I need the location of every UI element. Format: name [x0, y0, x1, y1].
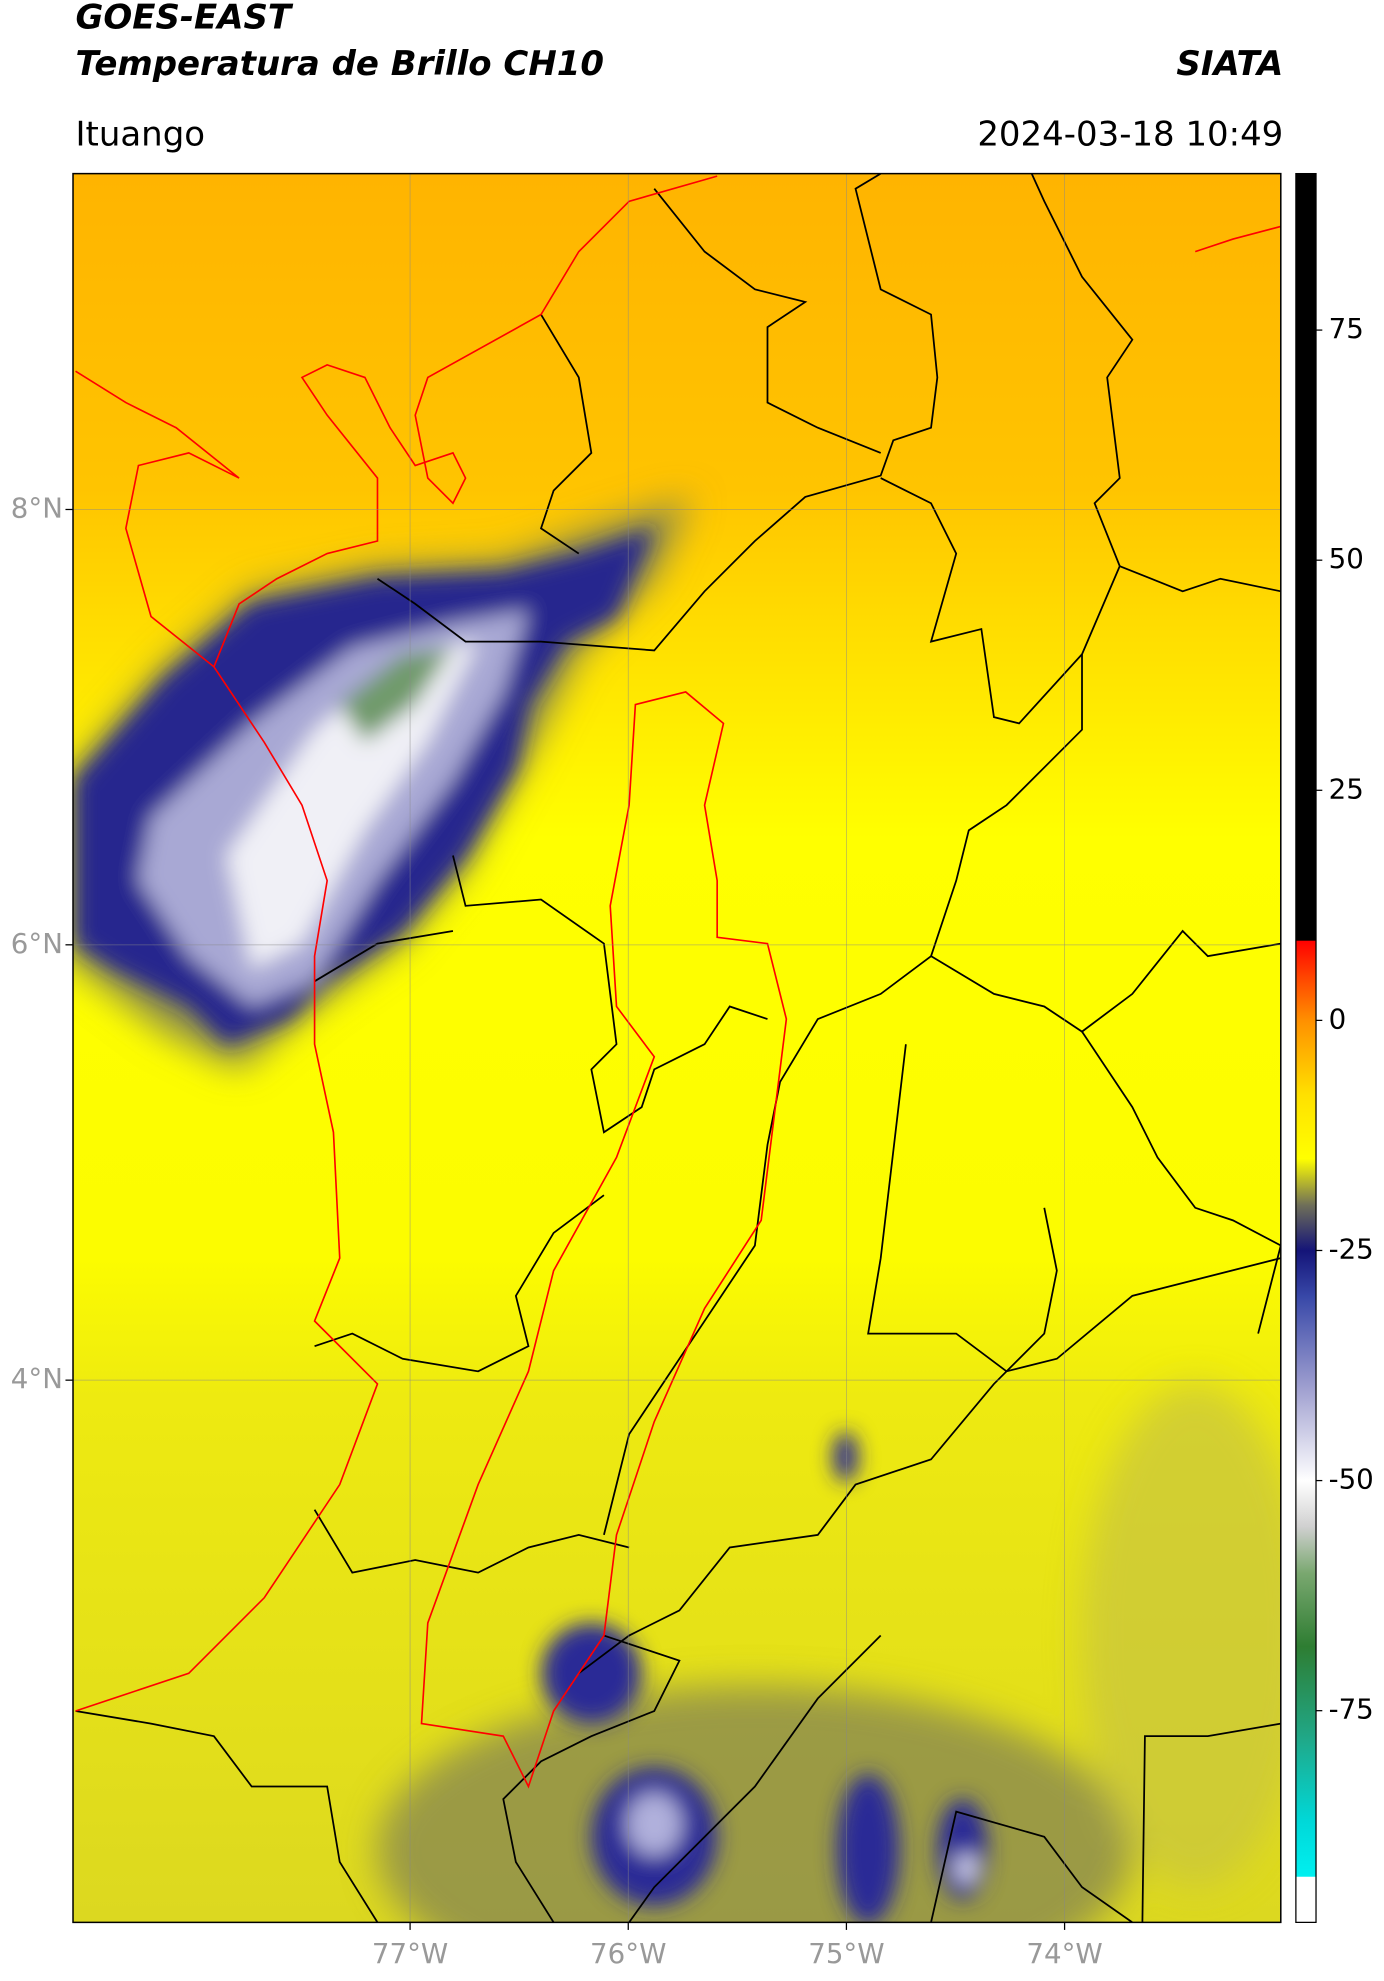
colorbar-segment [1295, 1388, 1317, 1481]
colorbar-segment [1295, 1094, 1317, 1159]
colorbar-segment [1295, 974, 1317, 1021]
colorbar-segment [1295, 1876, 1317, 1923]
colorbar-segment [1295, 1526, 1317, 1573]
x-tick-label: 75°W [808, 1937, 884, 1970]
datetime: 2024-03-18 10:49 [977, 114, 1283, 154]
colorbar-tick-label: 0 [1329, 1002, 1347, 1035]
y-tick-label: 4°N [11, 1362, 63, 1395]
map-background [73, 173, 1281, 1923]
colorbar-segment [1295, 1296, 1317, 1389]
map-frame [72, 172, 1282, 1924]
map-image [73, 173, 1281, 1923]
region: Ituango [76, 114, 206, 154]
y-tick-label: 8°N [11, 491, 63, 524]
colorbar-segment [1295, 1821, 1317, 1877]
colorbar-segment [1295, 1250, 1317, 1297]
colorbar-segment [1295, 1020, 1317, 1095]
colorbar-segment [1295, 1480, 1317, 1527]
colorbar-segment [1295, 940, 1317, 975]
y-tick-label: 6°N [11, 927, 63, 960]
colorbar-segment [1295, 1646, 1317, 1739]
colorbar-segment [1295, 173, 1317, 941]
colorbar: -75 -50 -25 0 25 50 75 [1295, 172, 1374, 1924]
colorbar-tick-label: -75 [1329, 1693, 1374, 1726]
colorbar-tick-label: -25 [1329, 1232, 1374, 1265]
x-tick-label: 77°W [372, 1937, 448, 1970]
subtitle: Temperatura de Brillo CH10 [76, 44, 604, 84]
x-tick-label: 74°W [1026, 1937, 1102, 1970]
source: SIATA [1176, 44, 1283, 84]
colorbar-segment [1295, 1738, 1317, 1822]
boundaries [75, 173, 1281, 1923]
title: GOES-EAST [76, 0, 294, 37]
colorbar-tick-label: 75 [1329, 312, 1364, 345]
colorbar-tick-label: -50 [1329, 1463, 1374, 1496]
colorbar-segment [1295, 1204, 1317, 1251]
colorbar-tick-label: 50 [1329, 542, 1364, 575]
colorbar-frame [1295, 172, 1317, 1924]
graticule [73, 173, 1281, 1923]
colorbar-segment [1295, 1158, 1317, 1205]
cloud-core [75, 528, 988, 1923]
colorbar-tick-label: 25 [1329, 772, 1364, 805]
colorbar-segment [1295, 1572, 1317, 1647]
x-tick-label: 76°W [590, 1937, 666, 1970]
